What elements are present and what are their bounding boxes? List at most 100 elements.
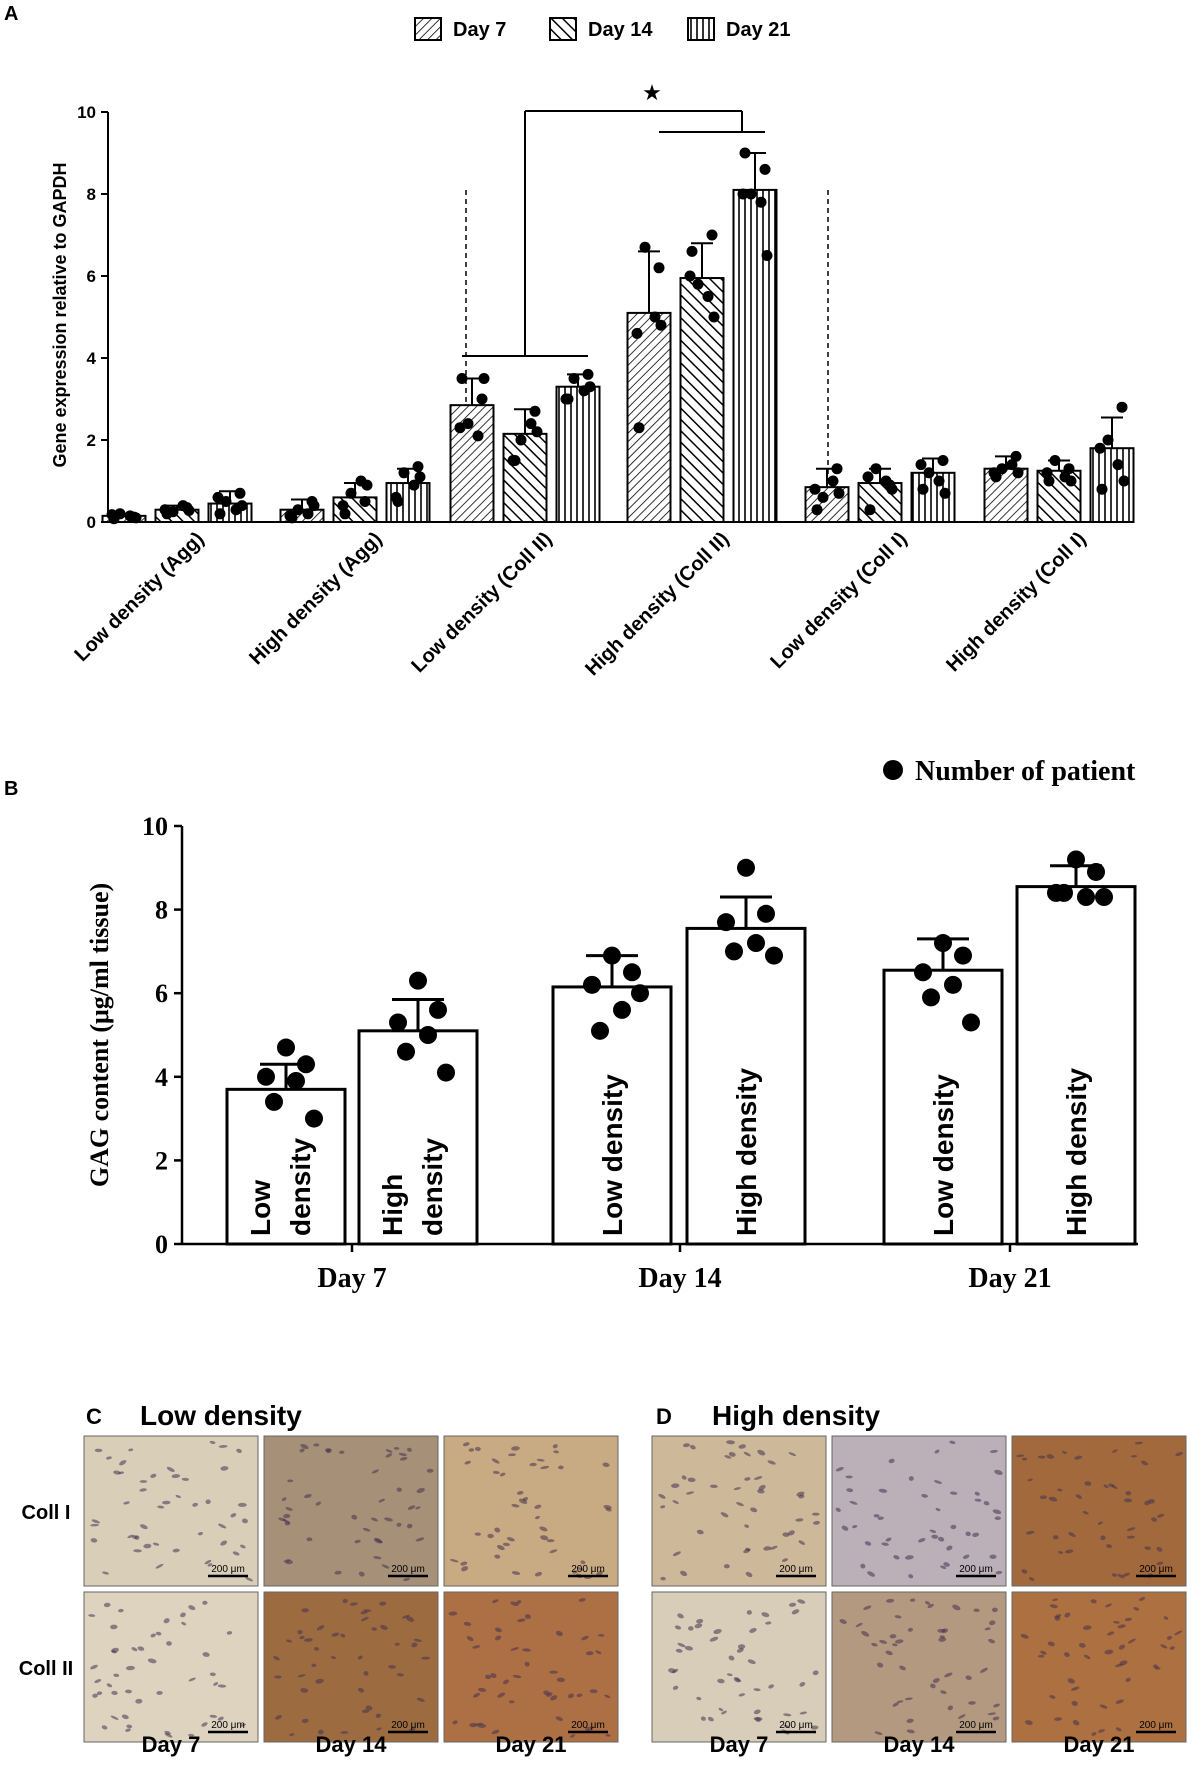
cell-nucleus [991,1607,998,1613]
cell-nucleus [1054,1717,1062,1721]
cell-nucleus [907,1627,913,1632]
micrograph-tile [443,1435,619,1587]
data-point [653,262,665,274]
cell-nucleus [492,1470,500,1475]
data-point-b [737,858,755,877]
cell-nucleus [972,1532,980,1537]
cell-nucleus [157,1505,165,1509]
data-point [933,475,945,487]
cell-nucleus [1144,1546,1151,1550]
cell-nucleus [988,1638,996,1644]
bar-b [1015,885,1137,1246]
cell-nucleus [1113,1621,1120,1624]
data-point-b [277,1038,295,1057]
cell-nucleus [899,1665,906,1671]
cell-nucleus [1117,1573,1125,1579]
cell-nucleus [94,1448,103,1453]
cell-nucleus [992,1716,1000,1721]
cell-nucleus [358,1687,365,1693]
cell-nucleus [556,1677,565,1683]
cell-nucleus [918,1537,926,1543]
data-point [1094,442,1106,454]
data-point [1118,475,1130,487]
cell-nucleus [230,1513,237,1518]
cell-nucleus [536,1458,545,1462]
cell-nucleus [1048,1496,1058,1502]
cell-nucleus [241,1518,248,1524]
cell-nucleus [121,1714,129,1720]
cell-nucleus [783,1713,792,1717]
data-point-b [922,988,940,1007]
cell-nucleus [139,1480,148,1483]
cell-nucleus [1115,1699,1124,1704]
cell-nucleus [1152,1664,1159,1669]
data-point [1065,475,1077,487]
scale-bar-label: 200 μm [391,1564,425,1575]
cell-nucleus [535,1515,540,1520]
cell-nucleus [835,1507,841,1512]
cell-nucleus [365,1705,373,1711]
cell-nucleus [398,1452,407,1457]
cell-nucleus [892,1702,899,1707]
cell-nucleus [1037,1654,1045,1658]
cell-nucleus [894,1639,904,1644]
data-point [292,504,304,516]
cell-nucleus [684,1646,694,1651]
cell-nucleus [1054,1616,1061,1621]
bar-label-b: High [377,1174,408,1236]
y-tick-label-b: 10 [142,812,168,841]
cell-nucleus [358,1571,365,1577]
data-point [1096,483,1108,495]
cell-nucleus [213,1682,219,1686]
cell-nucleus [408,1727,416,1732]
cell-nucleus [860,1563,866,1569]
category-label-a: Low density (Coll II) [407,528,556,677]
cell-nucleus [994,1469,1003,1475]
cell-nucleus [172,1548,180,1553]
data-point [584,381,596,393]
cell-nucleus [155,1631,162,1636]
cell-nucleus [315,1678,324,1684]
cell-nucleus [128,1448,134,1452]
cell-nucleus [363,1609,372,1613]
cell-nucleus [543,1690,550,1696]
data-point [988,467,1000,479]
cell-nucleus [113,1470,121,1475]
cell-nucleus [904,1555,914,1560]
cell-nucleus [685,1491,695,1495]
cell-nucleus [1021,1457,1028,1461]
data-point [183,505,195,517]
cell-nucleus [334,1570,342,1575]
cell-nucleus [1100,1535,1106,1541]
cell-nucleus [510,1601,519,1606]
cell-nucleus [687,1477,696,1483]
cell-nucleus [491,1458,500,1464]
y-tick-label-b: 4 [155,1063,168,1092]
cell-nucleus [317,1729,324,1735]
data-point [939,487,951,499]
cell-nucleus [161,1500,171,1505]
cell-nucleus [385,1453,393,1458]
cell-nucleus [413,1638,422,1642]
cell-nucleus [245,1577,254,1582]
micrograph-tile [443,1591,619,1743]
cell-nucleus [220,1466,229,1471]
cell-nucleus [132,1535,138,1539]
cell-nucleus [502,1542,510,1547]
cell-nucleus [1027,1478,1033,1482]
cell-nucleus [938,1637,947,1642]
cell-nucleus [881,1542,889,1546]
cell-nucleus [863,1605,872,1610]
cell-nucleus [546,1539,555,1543]
panel-label-d: D [656,1404,672,1429]
cell-nucleus [810,1725,819,1730]
cell-nucleus [687,1626,694,1631]
cell-nucleus [672,1500,679,1504]
scale-bar-label: 200 μm [211,1720,245,1731]
cell-nucleus [340,1731,349,1734]
data-point [337,500,349,512]
cell-nucleus [91,1519,100,1524]
cell-nucleus [696,1618,704,1624]
cell-nucleus [494,1627,502,1633]
cell-nucleus [218,1523,227,1529]
